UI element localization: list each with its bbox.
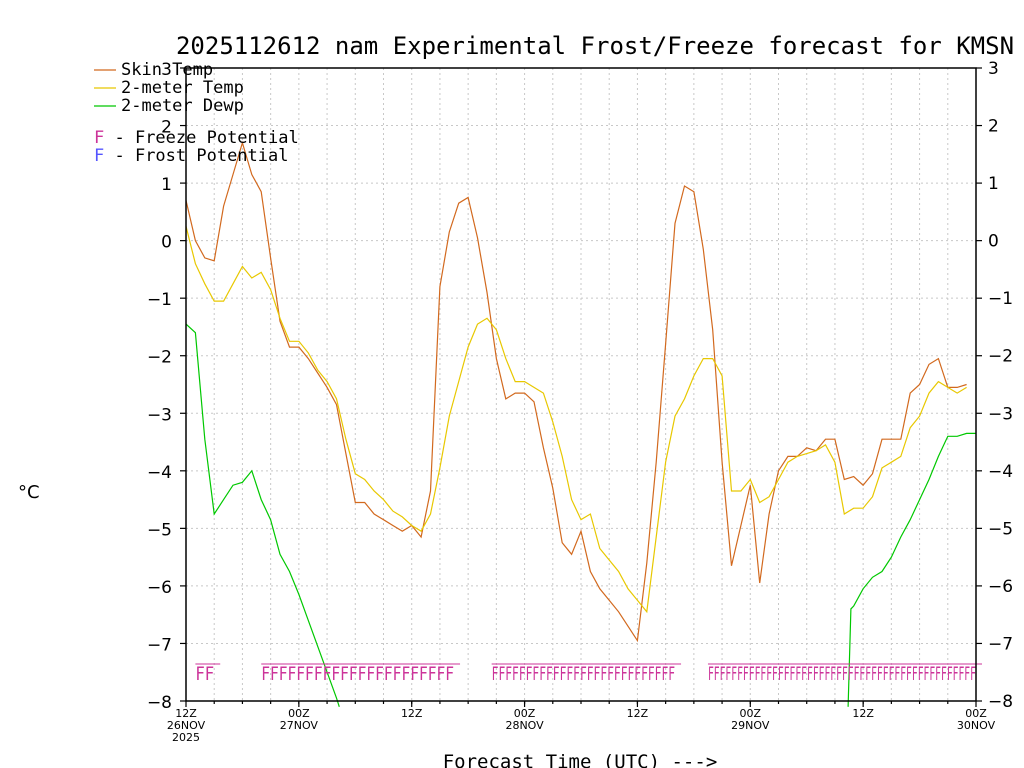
x-tick-label: 27NOV [280,719,319,732]
y-tick-label-right: −3 [988,404,1013,424]
y-axis-label: °C [18,482,40,503]
y-tick-label-left: −4 [147,463,172,483]
y-tick-label-left: −3 [147,405,172,425]
freeze-potential-markers: FF FFFFFFFFFFFFFFFFFFFFFF FFFFFFFFFFFFFFFF… [195,663,982,685]
y-tick-label-left: −5 [147,520,172,540]
x-tick-label: 12Z [175,707,197,720]
y-tick-label-right: −6 [988,577,1013,597]
x-tick-label: 28NOV [505,719,544,732]
potential-legend-entry: F - Freeze Potential [94,128,299,148]
y-tick-label-left: −1 [147,290,172,310]
y-tick-label-left: 1 [161,175,172,195]
y-tick-label-right: 3 [988,59,999,79]
legend-label: Skin Temp [121,60,213,80]
legend-label: 2-meter Dewp [121,96,244,116]
x-tick-label: 12Z [852,707,874,720]
potential-legend-text: - Frost Potential [104,146,288,166]
y-tick-label-right: −8 [988,692,1013,712]
y-tick-label-left: 0 [161,233,172,253]
x-tick-label: 00Z [965,707,987,720]
x-tick-label: 26NOV [167,719,206,732]
y-tick-label-left: 2 [161,118,172,138]
series-skin-temp [185,140,967,643]
x-tick-label: 29NOV [731,719,770,732]
freeze-potential-row: FFFFFFFFFFFFFFFFFFFFFFFFFFF [492,663,675,685]
y-tick-label-right: −7 [988,634,1013,654]
series-2-meter-dewp [185,323,340,707]
freeze-potential-row: FF [195,663,214,685]
y-tick-label-left: −7 [147,635,172,655]
series-2-meter-dewp-late [847,432,976,707]
y-tick-label-right: −4 [988,462,1013,482]
x-axis-label: Forecast Time (UTC) ---> [443,751,718,768]
potential-legend-letter: F [94,128,104,148]
y-tick-label-right: 0 [988,232,999,252]
x-tick-label: 12Z [627,707,649,720]
series-2-meter-temp [185,226,967,614]
axis-ticks: 3 3 2 2 1 1 0 0 −1 −1 −2 −2 −3 −3 −4 −4 −5 −5 −6 −6 −7 −7 −8 −8… [147,59,1013,744]
y-tick-label-left: 3 [161,60,172,80]
gridlines [186,68,976,701]
chart-title: 2025112612 nam Experimental Frost/Freeze… [176,32,1014,60]
y-tick-label-left: −6 [147,578,172,598]
y-tick-label-left: −2 [147,348,172,368]
x-tick-label: 00Z [514,707,536,720]
legend-label: 2-meter Temp [121,78,244,98]
series-lines [185,140,976,707]
potential-legend-entry: F - Frost Potential [94,146,288,166]
y-tick-label-right: −2 [988,347,1013,367]
x-tick-label: 30NOV [957,719,996,732]
y-tick-label-right: −1 [988,289,1013,309]
x-tick-label: 00Z [740,707,762,720]
x-tick-label: 12Z [401,707,423,720]
y-tick-label-right: −5 [988,519,1013,539]
freeze-potential-row: FFFFFFFFFFFFFFFFFFFFFFFFFFFFFFFFFFFFFFFF… [708,663,976,685]
x-tick-label: 00Z [288,707,310,720]
potential-legend-letter: F [94,146,104,166]
potential-legend-text: - Freeze Potential [104,128,298,148]
freeze-potential-row: FFFFFFFFFFFFFFFFFFFFFF [261,663,454,685]
y-tick-label-right: 2 [988,117,999,137]
x-tick-label: 2025 [172,731,200,744]
y-tick-label-left: −8 [147,693,172,713]
y-tick-label-right: 1 [988,174,999,194]
